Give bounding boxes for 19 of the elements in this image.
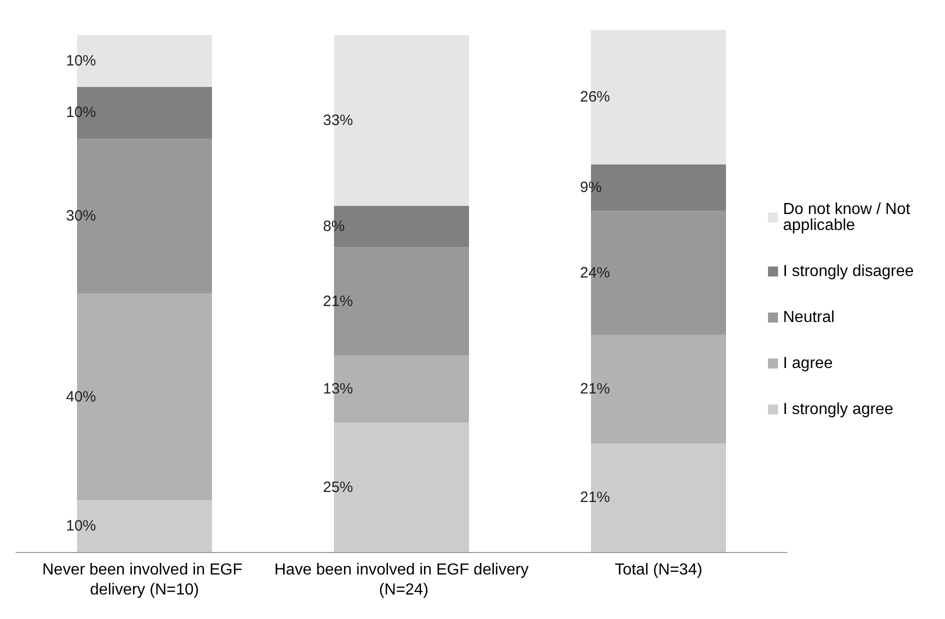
legend-label: Neutral <box>783 309 835 326</box>
legend-label: Do not know / Not applicable <box>783 201 915 234</box>
legend-label: I strongly agree <box>783 401 894 418</box>
data-label: 8% <box>323 218 345 235</box>
data-label: 25% <box>323 478 354 496</box>
data-label: 26% <box>580 88 610 106</box>
data-label: 13% <box>323 380 354 398</box>
data-label: 9% <box>580 179 602 196</box>
legend-label: I agree <box>783 355 833 372</box>
data-label: 21% <box>580 380 610 398</box>
data-label: 33% <box>323 112 354 129</box>
data-label: 40% <box>66 388 96 406</box>
x-tick-label: Have been involved in EGF delivery (N=24) <box>274 562 529 598</box>
data-label: 10% <box>66 52 96 70</box>
legend-label: I strongly disagree <box>783 263 914 280</box>
data-label: 10% <box>66 518 96 535</box>
x-tick-label: Total (N=34) <box>614 562 702 578</box>
data-label: 21% <box>580 489 610 506</box>
x-tick-label: Never been involved in EGF delivery (N=10) <box>42 562 247 598</box>
